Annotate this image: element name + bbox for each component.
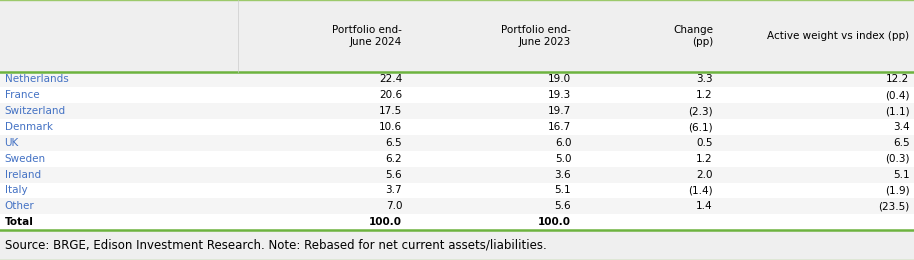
Text: (0.4): (0.4) bbox=[885, 90, 909, 100]
FancyBboxPatch shape bbox=[0, 103, 914, 119]
Text: 1.2: 1.2 bbox=[696, 154, 713, 164]
Text: Active weight vs index (pp): Active weight vs index (pp) bbox=[768, 31, 909, 41]
Text: 20.6: 20.6 bbox=[379, 90, 402, 100]
Text: Switzerland: Switzerland bbox=[5, 106, 66, 116]
Text: 16.7: 16.7 bbox=[548, 122, 571, 132]
Text: 100.0: 100.0 bbox=[538, 217, 571, 227]
Text: Italy: Italy bbox=[5, 185, 27, 196]
FancyBboxPatch shape bbox=[0, 167, 914, 183]
FancyBboxPatch shape bbox=[0, 198, 914, 214]
Text: Sweden: Sweden bbox=[5, 154, 46, 164]
FancyBboxPatch shape bbox=[0, 87, 914, 103]
Text: (1.1): (1.1) bbox=[885, 106, 909, 116]
Text: Netherlands: Netherlands bbox=[5, 74, 69, 85]
Text: 3.3: 3.3 bbox=[696, 74, 713, 85]
Text: 1.2: 1.2 bbox=[696, 90, 713, 100]
Text: (2.3): (2.3) bbox=[688, 106, 713, 116]
FancyBboxPatch shape bbox=[0, 72, 914, 87]
Text: 3.7: 3.7 bbox=[386, 185, 402, 196]
Text: 2.0: 2.0 bbox=[696, 170, 713, 180]
Text: 10.6: 10.6 bbox=[379, 122, 402, 132]
Text: 6.2: 6.2 bbox=[386, 154, 402, 164]
Text: 6.5: 6.5 bbox=[893, 138, 909, 148]
Text: (0.3): (0.3) bbox=[885, 154, 909, 164]
Text: 19.3: 19.3 bbox=[548, 90, 571, 100]
FancyBboxPatch shape bbox=[0, 119, 914, 135]
Text: 5.1: 5.1 bbox=[893, 170, 909, 180]
Text: Portfolio end-
June 2023: Portfolio end- June 2023 bbox=[502, 24, 571, 47]
FancyBboxPatch shape bbox=[0, 135, 914, 151]
Text: France: France bbox=[5, 90, 39, 100]
FancyBboxPatch shape bbox=[0, 151, 914, 167]
Text: (1.9): (1.9) bbox=[885, 185, 909, 196]
Text: 7.0: 7.0 bbox=[386, 201, 402, 211]
Text: 22.4: 22.4 bbox=[379, 74, 402, 85]
Text: Denmark: Denmark bbox=[5, 122, 53, 132]
Text: Portfolio end-
June 2024: Portfolio end- June 2024 bbox=[333, 24, 402, 47]
Text: Change
(pp): Change (pp) bbox=[673, 24, 713, 47]
Text: (1.4): (1.4) bbox=[688, 185, 713, 196]
Text: Source: BRGE, Edison Investment Research. Note: Rebased for net current assets/l: Source: BRGE, Edison Investment Research… bbox=[5, 239, 547, 252]
Text: 5.1: 5.1 bbox=[555, 185, 571, 196]
Text: 5.6: 5.6 bbox=[386, 170, 402, 180]
Text: 1.4: 1.4 bbox=[696, 201, 713, 211]
Text: 17.5: 17.5 bbox=[379, 106, 402, 116]
Text: 6.5: 6.5 bbox=[386, 138, 402, 148]
Text: Total: Total bbox=[5, 217, 34, 227]
Text: 5.6: 5.6 bbox=[555, 201, 571, 211]
Text: 5.0: 5.0 bbox=[555, 154, 571, 164]
Text: 100.0: 100.0 bbox=[369, 217, 402, 227]
Text: 0.5: 0.5 bbox=[696, 138, 713, 148]
Text: 19.7: 19.7 bbox=[548, 106, 571, 116]
Text: 19.0: 19.0 bbox=[548, 74, 571, 85]
FancyBboxPatch shape bbox=[0, 230, 914, 260]
Text: (23.5): (23.5) bbox=[878, 201, 909, 211]
Text: UK: UK bbox=[5, 138, 19, 148]
Text: 12.2: 12.2 bbox=[887, 74, 909, 85]
Text: (6.1): (6.1) bbox=[688, 122, 713, 132]
FancyBboxPatch shape bbox=[0, 214, 914, 230]
Text: Ireland: Ireland bbox=[5, 170, 41, 180]
Text: 3.4: 3.4 bbox=[893, 122, 909, 132]
FancyBboxPatch shape bbox=[0, 0, 914, 72]
Text: 3.6: 3.6 bbox=[555, 170, 571, 180]
FancyBboxPatch shape bbox=[0, 183, 914, 198]
Text: 6.0: 6.0 bbox=[555, 138, 571, 148]
Text: Other: Other bbox=[5, 201, 35, 211]
